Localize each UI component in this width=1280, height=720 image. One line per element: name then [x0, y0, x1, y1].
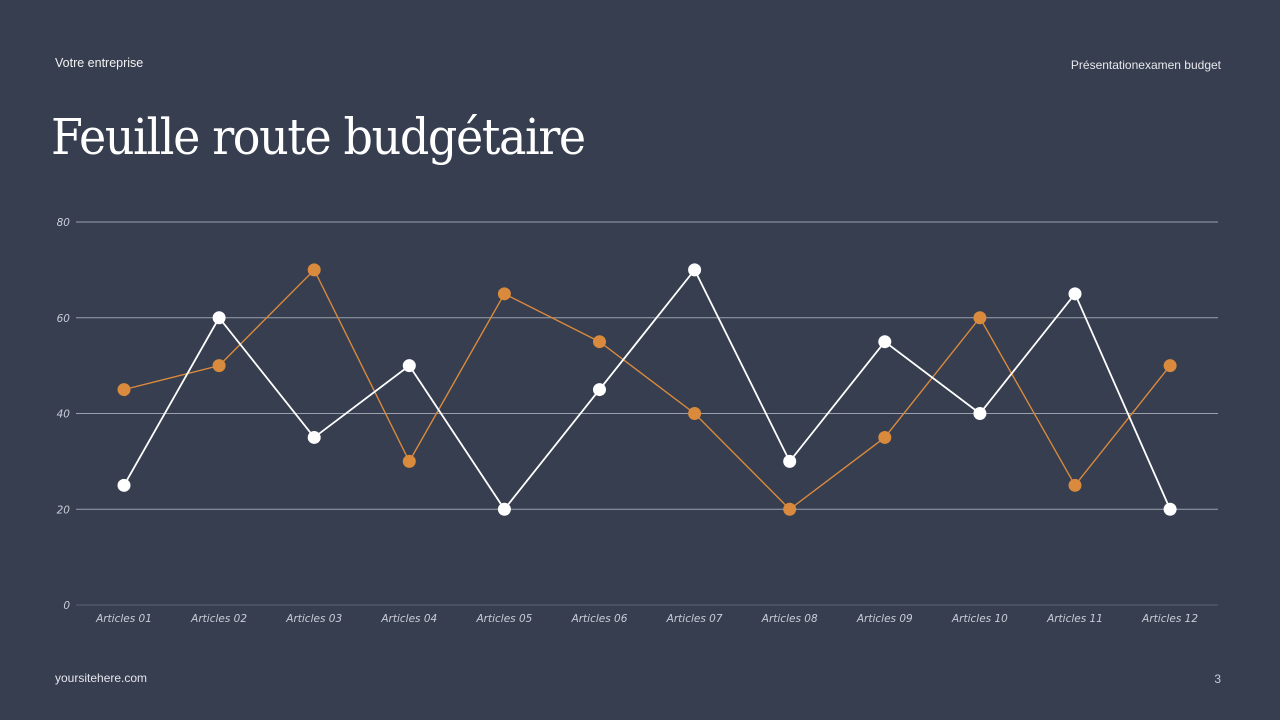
data-point-marker	[783, 454, 797, 468]
x-tick-label: Articles 01	[95, 613, 152, 625]
data-point-marker	[593, 383, 606, 397]
data-point-marker	[973, 311, 987, 325]
data-point-marker	[497, 287, 511, 301]
series-line	[123, 268, 1171, 511]
x-tick-label: Articles 03	[285, 613, 342, 625]
page-number: 3	[1214, 672, 1221, 686]
data-point-marker	[973, 407, 987, 420]
x-tick-label: Articles 09	[856, 613, 913, 625]
x-tick-label: Articles 02	[190, 613, 247, 625]
data-point-marker	[688, 407, 702, 420]
data-point-marker	[402, 359, 416, 373]
data-point-marker	[117, 478, 131, 492]
data-point-marker	[307, 263, 321, 277]
series-orange	[117, 263, 1177, 516]
data-point-marker	[878, 335, 892, 349]
slide-title: Feuille route budgétaire	[51, 108, 586, 166]
y-tick-label: 0	[63, 600, 70, 612]
chart-series	[117, 263, 1177, 516]
y-tick-label: 80	[57, 217, 71, 229]
data-point-marker	[1068, 478, 1082, 492]
data-point-marker	[1163, 359, 1177, 373]
x-axis-labels: Articles 01 Articles 02 Articles 03 Article…	[95, 613, 1198, 625]
data-point-marker	[402, 454, 416, 468]
x-tick-label: Articles 08	[761, 613, 818, 625]
x-tick-label: Articles 07	[666, 613, 723, 625]
data-point-marker	[688, 263, 702, 277]
data-point-marker	[212, 359, 226, 373]
series-white	[117, 263, 1177, 516]
data-point-marker	[497, 502, 511, 516]
data-point-marker	[1163, 502, 1177, 516]
data-point-marker	[593, 335, 606, 349]
chart-gridlines	[76, 221, 1218, 606]
data-point-marker	[307, 430, 321, 444]
x-tick-label: Articles 12	[1141, 613, 1198, 625]
x-tick-label: Articles 10	[951, 613, 1008, 625]
data-point-marker	[212, 311, 226, 325]
x-tick-label: Articles 06	[571, 613, 628, 625]
data-point-marker	[783, 502, 797, 516]
data-point-marker	[1068, 287, 1082, 301]
y-tick-label: 40	[57, 409, 71, 421]
x-tick-label: Articles 04	[380, 613, 437, 625]
data-point-marker	[117, 383, 131, 397]
company-name: Votre entreprise	[55, 56, 144, 70]
presentation-label: Présentationexamen budget	[1070, 58, 1221, 72]
x-tick-label: Articles 05	[475, 613, 532, 625]
footer-url: yoursitehere.com	[55, 671, 148, 685]
y-axis-labels: 0 20 40 60 80	[57, 217, 71, 612]
y-tick-label: 20	[57, 504, 71, 516]
x-tick-label: Articles 11	[1046, 613, 1103, 625]
y-tick-label: 60	[57, 313, 71, 325]
data-point-marker	[878, 430, 892, 444]
series-line	[123, 268, 1171, 511]
